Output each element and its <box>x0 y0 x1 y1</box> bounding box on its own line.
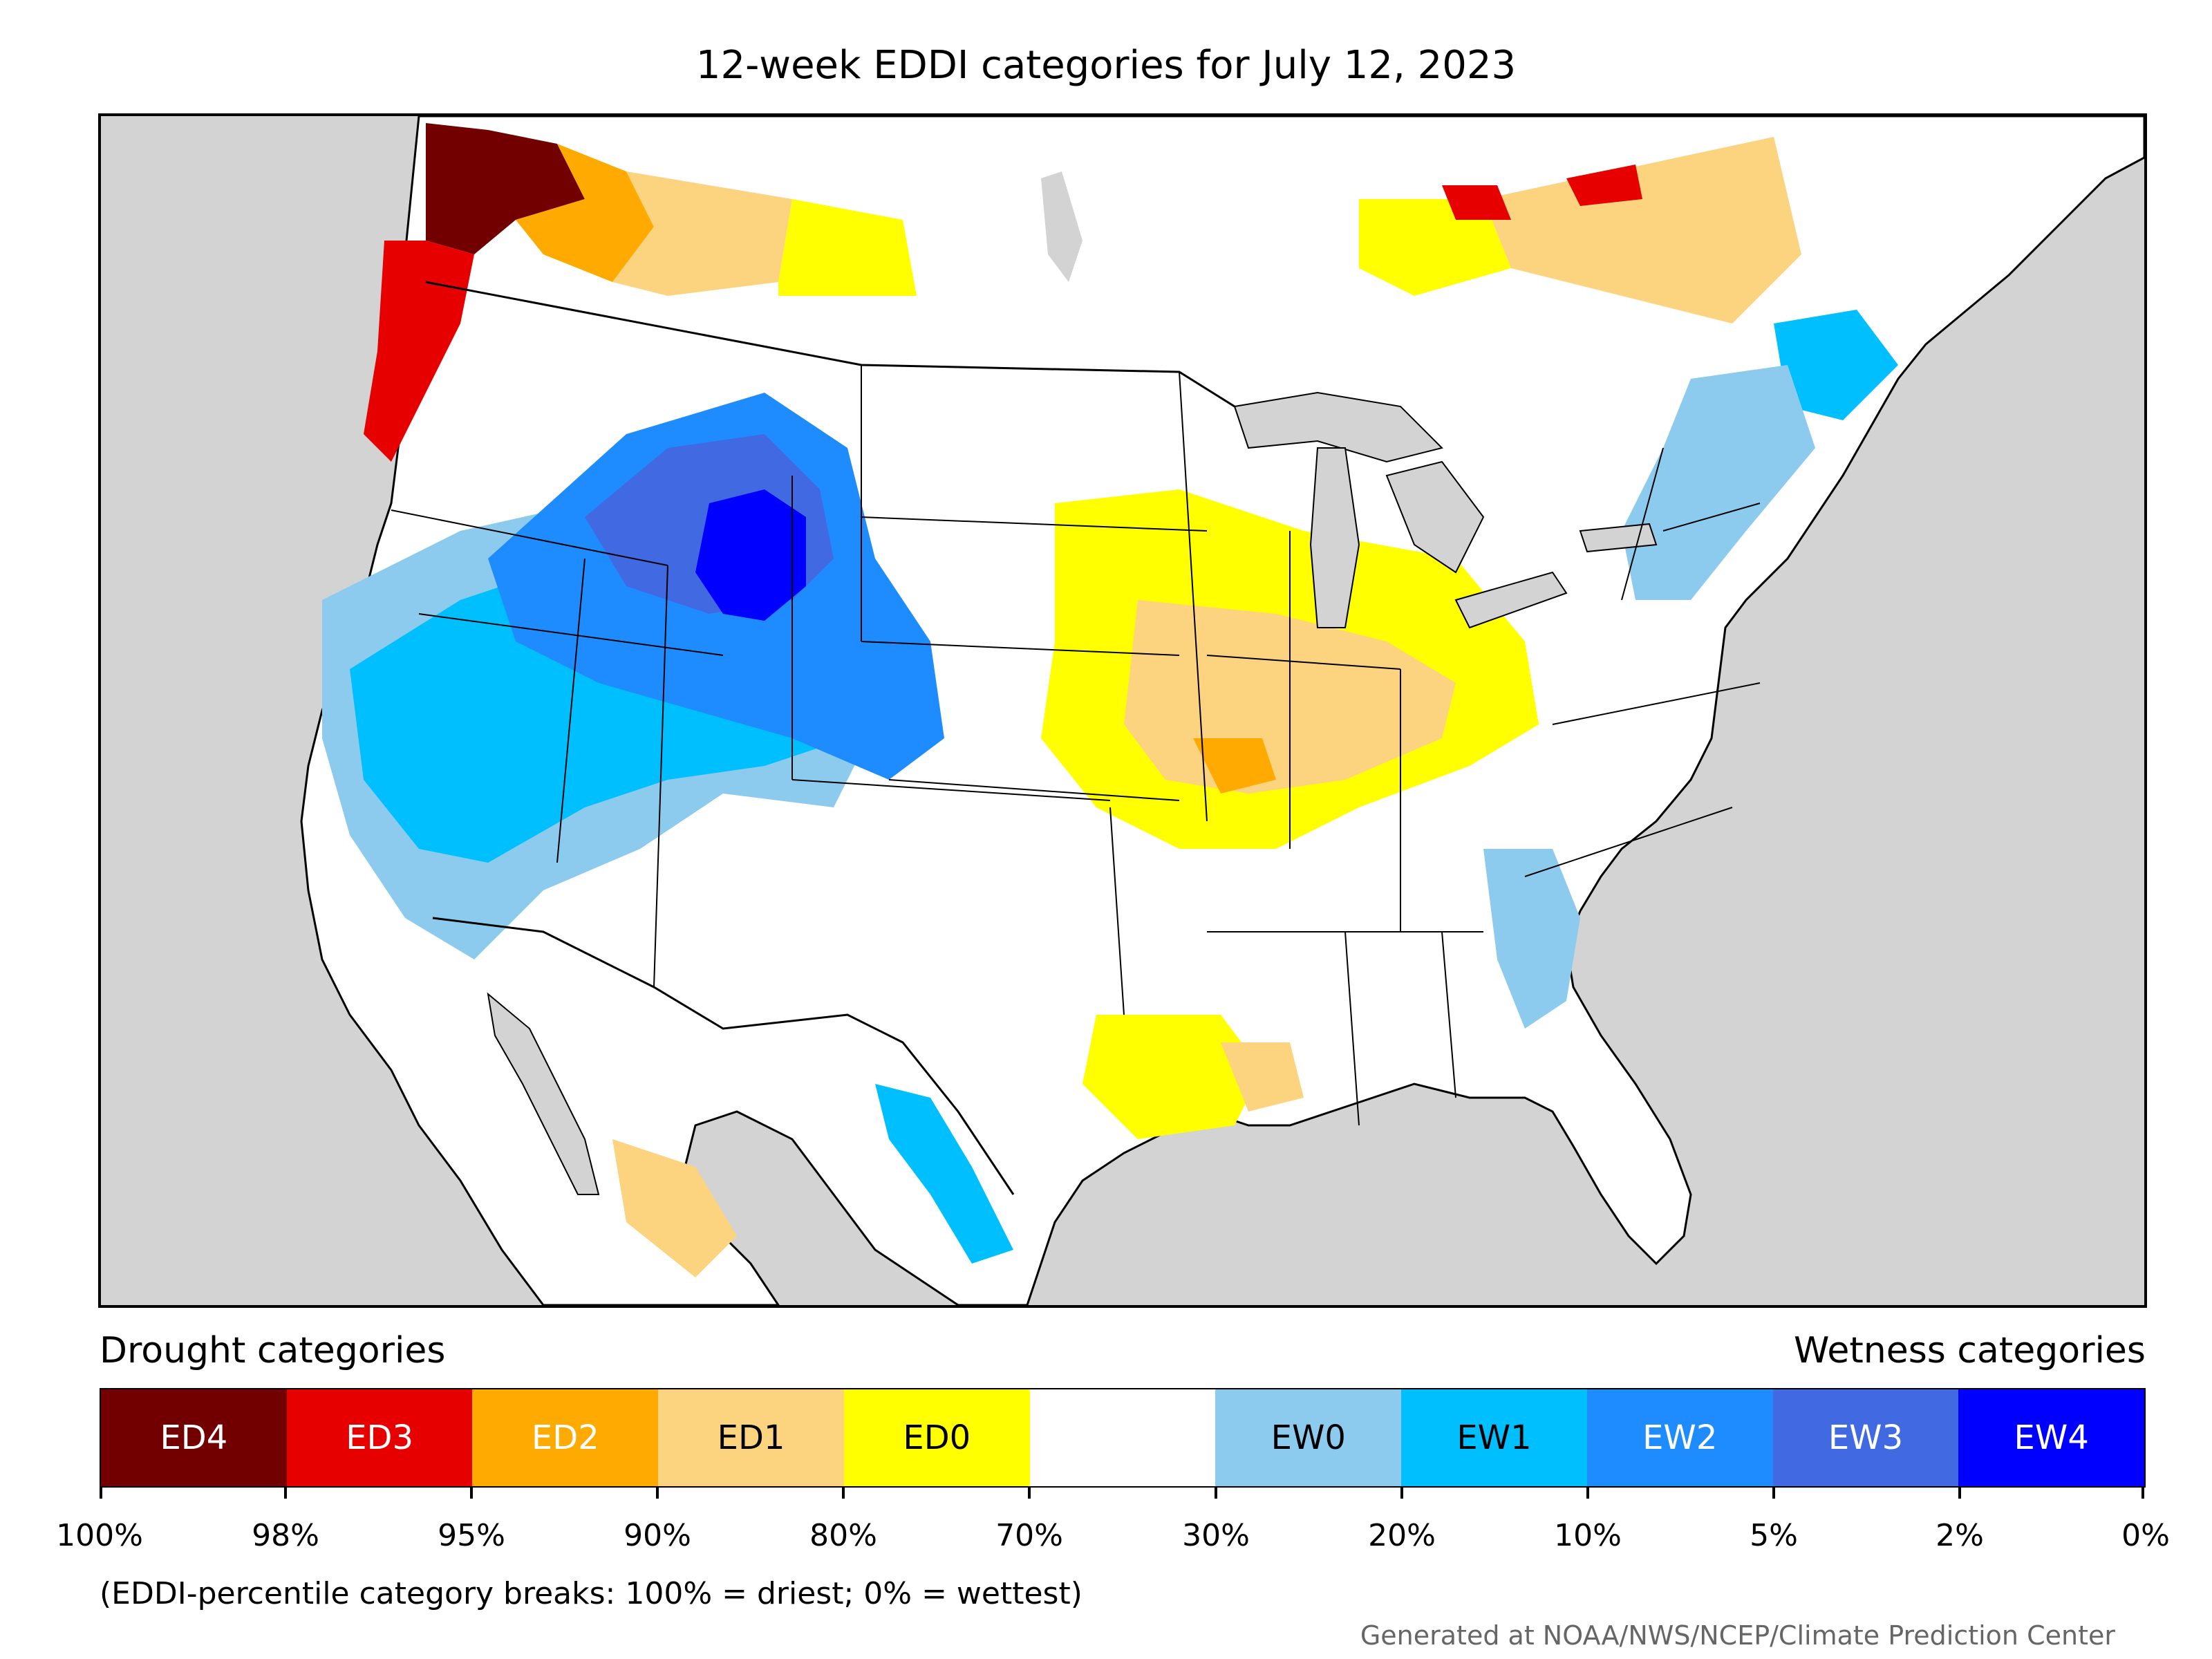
gulf-of-california <box>487 992 600 1195</box>
drought-ed1-louisiana <box>1221 1042 1304 1112</box>
tick-label: 90% <box>624 1518 691 1553</box>
drought-ed1-baja <box>612 1139 737 1277</box>
colorbar-cell-ed0: ED0 <box>843 1389 1030 1486</box>
tick-mark <box>100 1488 102 1499</box>
colorbar-cell-ew0: EW0 <box>1215 1389 1402 1486</box>
tick-mark <box>1958 1488 1961 1499</box>
lake-michigan <box>1309 447 1360 628</box>
tick-mark <box>2141 1488 2144 1499</box>
lake-erie <box>1454 571 1568 629</box>
colorbar-cell-ed3: ED3 <box>286 1389 473 1486</box>
tick-label: 2% <box>1936 1518 1984 1553</box>
drought-ed1-ontario <box>1483 137 1801 324</box>
credit-line: Generated at NOAA/NWS/NCEP/Climate Predi… <box>1360 1620 2115 1651</box>
drought-ed2-missouri <box>1193 738 1276 794</box>
tick-label: 95% <box>438 1518 505 1553</box>
colorbar-cell-ew2: EW2 <box>1586 1389 1773 1486</box>
map-panel <box>98 113 2147 1308</box>
colorbar-cell-ew3: EW3 <box>1772 1389 1959 1486</box>
colorbar-cell-ed1: ED1 <box>658 1389 844 1486</box>
percentile-ticks: 100% 98% 95% 90% 80% 70% 30% 20% 10% 5% 2% 0% <box>56 1488 2170 1553</box>
tick-mark <box>656 1488 659 1499</box>
tick-mark <box>842 1488 845 1499</box>
drought-categories-heading: Drought categories <box>100 1330 446 1371</box>
category-breaks-footnote: (EDDI-percentile category breaks: 100% =… <box>100 1576 1082 1611</box>
tick-label: 80% <box>809 1518 877 1553</box>
category-colorbar: ED4 ED3 ED2 ED1 ED0 EW0 EW1 EW2 EW3 EW4 <box>100 1388 2146 1488</box>
drought-ed3-pnw <box>364 241 474 462</box>
lake-huron <box>1385 460 1485 574</box>
drought-ed4-pnw <box>426 123 585 254</box>
colorbar-cell-ed4: ED4 <box>101 1389 287 1486</box>
tick-label: 30% <box>1182 1518 1250 1553</box>
wet-ew1-texas <box>875 1084 1013 1264</box>
tick-mark <box>1772 1488 1775 1499</box>
lake-superior <box>1233 391 1443 463</box>
wet-ew0-southeast <box>1483 849 1580 1029</box>
tick-label: 10% <box>1554 1518 1622 1553</box>
wetness-categories-heading: Wetness categories <box>1794 1330 2146 1371</box>
colorbar-cell-normal <box>1029 1389 1216 1486</box>
colorbar-cell-ew1: EW1 <box>1401 1389 1587 1486</box>
tick-mark <box>284 1488 287 1499</box>
tick-mark <box>1215 1488 1217 1499</box>
us-mexico-border <box>432 917 1015 1195</box>
drought-ed0-texas-ar <box>1082 1015 1262 1139</box>
tick-mark <box>1028 1488 1031 1499</box>
lake-winnipeg <box>1041 171 1082 282</box>
state-borders <box>391 365 1761 1126</box>
tick-label: 100% <box>56 1518 143 1553</box>
tick-label: 98% <box>252 1518 319 1553</box>
drought-ed2-pnw <box>516 144 654 282</box>
colorbar-cell-ed2: ED2 <box>472 1389 659 1486</box>
drought-ed1-north <box>612 171 792 296</box>
drought-ed0-ontario <box>1359 199 1511 296</box>
us-canada-border <box>425 281 1235 408</box>
tick-label: 0% <box>2121 1518 2170 1553</box>
tick-mark <box>470 1488 473 1499</box>
tick-label: 5% <box>1750 1518 1798 1553</box>
wet-ew1-northeast <box>1774 310 1898 420</box>
map-title: 12-week EDDI categories for July 12, 202… <box>695 43 1517 88</box>
tick-mark <box>1400 1488 1403 1499</box>
drought-ed3-ontario <box>1442 185 1511 220</box>
tick-label: 20% <box>1368 1518 1436 1553</box>
colorbar-cell-ew4: EW4 <box>1958 1389 2145 1486</box>
wet-ew4-wyoming <box>695 489 806 621</box>
tick-mark <box>1586 1488 1589 1499</box>
drought-ed0-north <box>778 199 917 296</box>
eddi-map <box>300 116 2144 1305</box>
wet-ew0-northeast <box>1622 365 1815 600</box>
drought-ed3-quebec <box>1566 165 1642 206</box>
tick-label: 70% <box>995 1518 1063 1553</box>
